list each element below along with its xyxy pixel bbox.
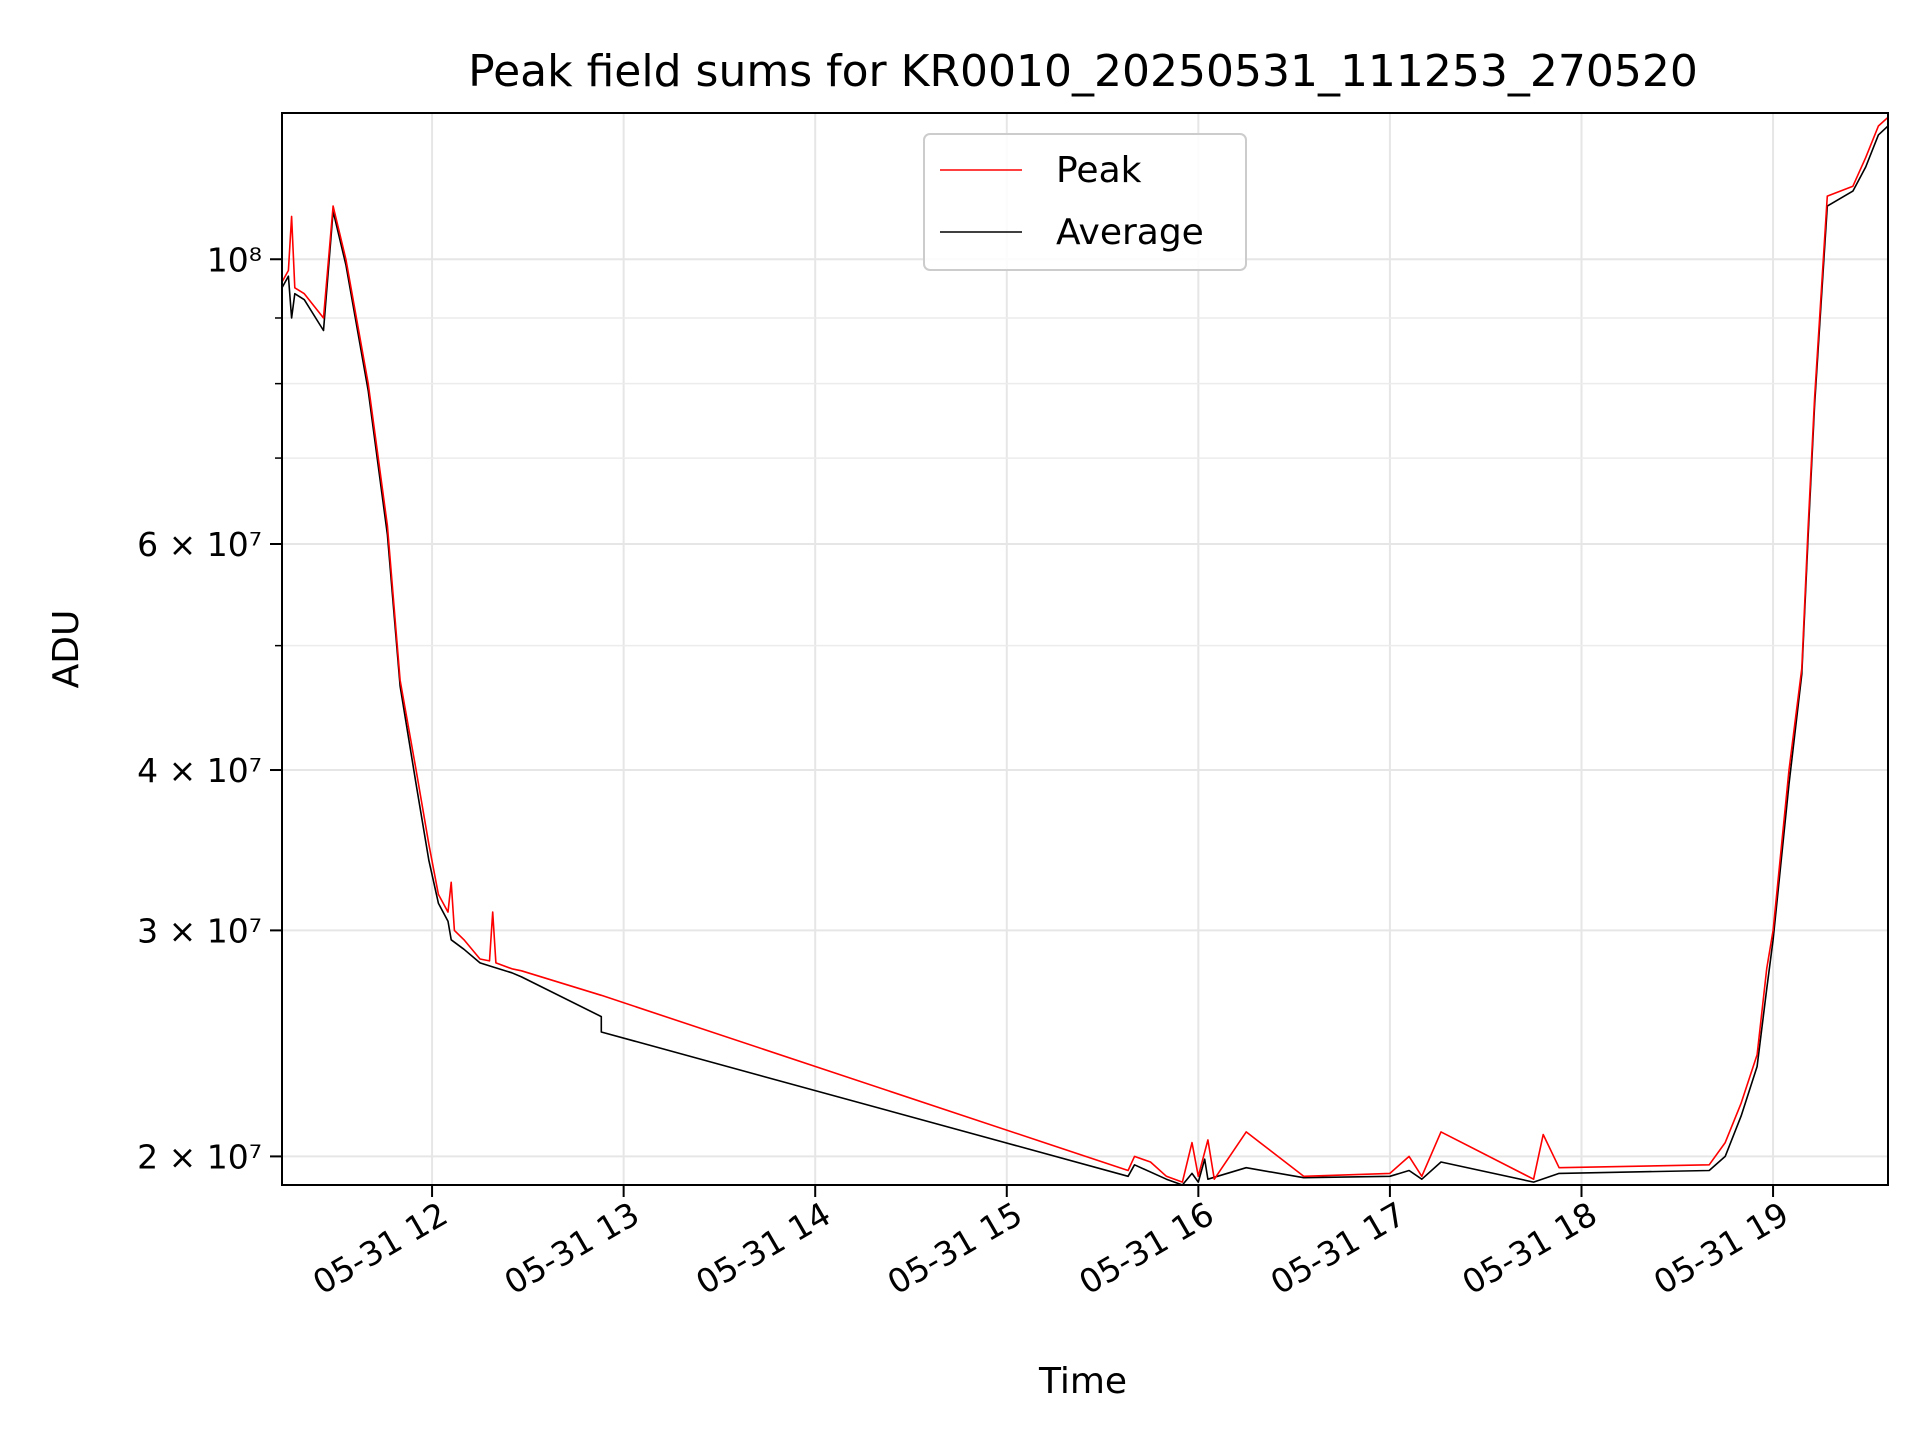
plot-frame xyxy=(281,112,1889,1186)
y-tick-label: 10⁸ xyxy=(207,240,262,279)
grid-lines xyxy=(282,113,1888,1185)
chart-title: Peak field sums for KR0010_20250531_1112… xyxy=(468,46,1698,97)
series-line-average xyxy=(281,125,1889,1186)
y-tick-label: 4 × 10⁷ xyxy=(137,751,262,790)
legend: Peak Average xyxy=(923,133,1247,271)
y-tick-label: 3 × 10⁷ xyxy=(137,911,262,950)
y-tick-label: 2 × 10⁷ xyxy=(137,1137,262,1176)
legend-label-peak: Peak xyxy=(1056,150,1142,191)
legend-label-average: Average xyxy=(1056,212,1204,253)
y-axis-label: ADU xyxy=(46,610,87,689)
y-tick-label: 6 × 10⁷ xyxy=(137,525,262,564)
series-line-peak xyxy=(281,116,1889,1183)
series-lines xyxy=(281,116,1889,1186)
x-axis-label: Time xyxy=(1038,1361,1127,1402)
legend-box xyxy=(923,133,1247,271)
